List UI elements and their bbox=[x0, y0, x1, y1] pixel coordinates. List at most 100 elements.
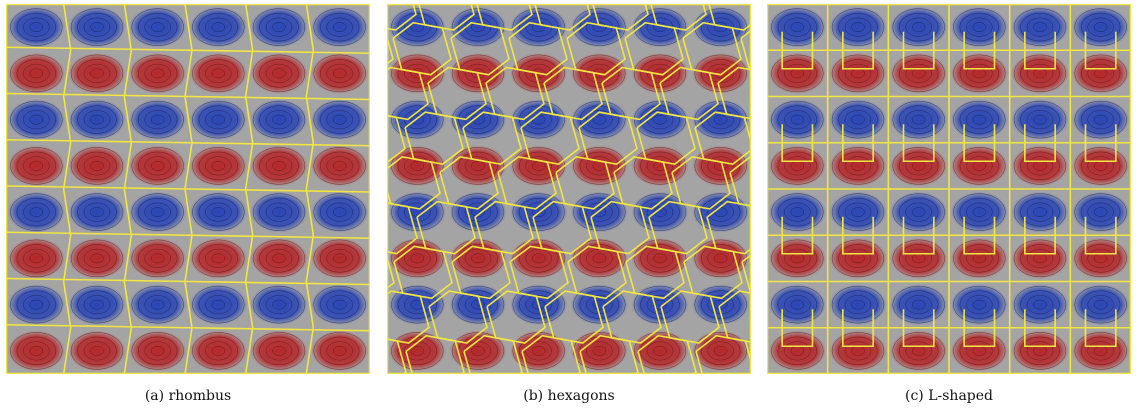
partition-line bbox=[963, 309, 996, 348]
field-blob-blue bbox=[950, 191, 1008, 233]
field-blob-red bbox=[7, 145, 65, 187]
partition-line bbox=[387, 202, 418, 255]
rhombus-partition-lines bbox=[6, 4, 370, 374]
field-blob-red bbox=[950, 238, 1008, 279]
field-blobs bbox=[388, 6, 750, 372]
plot-background bbox=[387, 4, 751, 374]
field-blob-red bbox=[311, 330, 369, 372]
partition-line bbox=[963, 31, 996, 70]
partition-line bbox=[1024, 31, 1056, 70]
lshaped-partition-plot bbox=[767, 4, 1131, 374]
field-blob-red bbox=[510, 330, 568, 372]
field-blob-red bbox=[250, 238, 308, 279]
field-blob-blue bbox=[692, 99, 750, 140]
field-blob-blue bbox=[129, 284, 187, 325]
partition-line bbox=[6, 138, 370, 147]
field-blob-red bbox=[189, 330, 247, 372]
lshape-partition-lines bbox=[767, 4, 1131, 374]
field-blob-blue bbox=[890, 191, 948, 233]
partition-line bbox=[1024, 124, 1056, 163]
field-blob-blue bbox=[311, 284, 369, 325]
field-blob-red bbox=[1011, 145, 1069, 187]
field-blob-red bbox=[129, 145, 187, 187]
partition-line bbox=[1084, 124, 1117, 163]
partition-line bbox=[405, 334, 465, 374]
field-blob-blue bbox=[189, 99, 247, 140]
field-blob-blue bbox=[692, 191, 750, 233]
field-blob-blue bbox=[129, 6, 187, 48]
field-blob-red bbox=[768, 238, 826, 279]
partition-line bbox=[842, 216, 874, 255]
partition-line bbox=[387, 114, 406, 164]
field-blob-red bbox=[250, 145, 308, 187]
field-blob-red bbox=[68, 330, 126, 372]
field-blob-blue bbox=[1011, 6, 1069, 48]
partition-line bbox=[123, 4, 133, 374]
panel-lshaped bbox=[767, 4, 1131, 374]
partition-line bbox=[781, 309, 814, 348]
partition-line bbox=[842, 31, 874, 70]
field-blob-blue bbox=[250, 6, 308, 48]
field-blob-red bbox=[890, 145, 948, 187]
field-blob-blue bbox=[510, 99, 568, 140]
partition-line bbox=[387, 254, 395, 290]
field-blob-red bbox=[631, 53, 689, 94]
field-blob-red bbox=[7, 53, 65, 94]
field-blob-red bbox=[890, 53, 948, 94]
field-blob-red bbox=[388, 145, 446, 187]
field-blob-red bbox=[68, 53, 126, 94]
field-blob-blue bbox=[768, 284, 826, 325]
partition-line bbox=[387, 290, 430, 344]
field-blob-blue bbox=[7, 191, 65, 233]
partition-line bbox=[902, 124, 935, 163]
plot-border bbox=[387, 4, 751, 374]
field-blob-red bbox=[768, 145, 826, 187]
field-blob-red bbox=[768, 53, 826, 94]
field-blob-red bbox=[1072, 330, 1130, 372]
field-blob-blue bbox=[388, 6, 446, 48]
partition-line bbox=[463, 334, 523, 374]
partition-line bbox=[387, 4, 417, 31]
field-blob-red bbox=[388, 53, 446, 94]
field-blob-red bbox=[68, 145, 126, 187]
field-blob-blue bbox=[7, 99, 65, 140]
partition-line bbox=[902, 31, 935, 70]
caption-lshaped: (c) L-shaped bbox=[905, 388, 993, 404]
field-blob-blue bbox=[950, 284, 1008, 325]
field-blobs bbox=[768, 6, 1130, 372]
field-blob-blue bbox=[449, 6, 507, 48]
partition-line bbox=[1024, 309, 1056, 348]
field-blob-red bbox=[950, 53, 1008, 94]
field-blob-blue bbox=[129, 99, 187, 140]
partition-line bbox=[387, 66, 429, 121]
field-blob-blue bbox=[250, 99, 308, 140]
field-blob-blue bbox=[449, 284, 507, 325]
partition-line bbox=[387, 338, 407, 374]
field-blob-red bbox=[250, 53, 308, 94]
partition-line bbox=[244, 4, 254, 374]
field-blob-red bbox=[449, 330, 507, 372]
field-blob-blue bbox=[388, 284, 446, 325]
partition-line bbox=[963, 216, 996, 255]
field-blob-blue bbox=[311, 6, 369, 48]
plot-border bbox=[6, 4, 370, 374]
partition-line bbox=[781, 216, 814, 255]
field-blob-blue bbox=[68, 99, 126, 140]
partition-line bbox=[6, 323, 370, 332]
partition-line bbox=[781, 124, 814, 163]
field-blob-blue bbox=[890, 99, 948, 140]
field-blob-blue bbox=[1072, 6, 1130, 48]
field-blob-blue bbox=[510, 6, 568, 48]
field-blob-blue bbox=[631, 191, 689, 233]
field-blob-blue bbox=[692, 6, 750, 48]
partition-line bbox=[902, 216, 935, 255]
field-blob-blue bbox=[890, 6, 948, 48]
field-blob-red bbox=[829, 238, 887, 279]
field-blob-blue bbox=[1011, 191, 1069, 233]
field-blob-red bbox=[890, 330, 948, 372]
partition-line bbox=[305, 4, 315, 374]
partition-line bbox=[1024, 216, 1056, 255]
field-blob-blue bbox=[189, 191, 247, 233]
field-blob-red bbox=[7, 238, 65, 279]
field-blob-blue bbox=[388, 99, 446, 140]
